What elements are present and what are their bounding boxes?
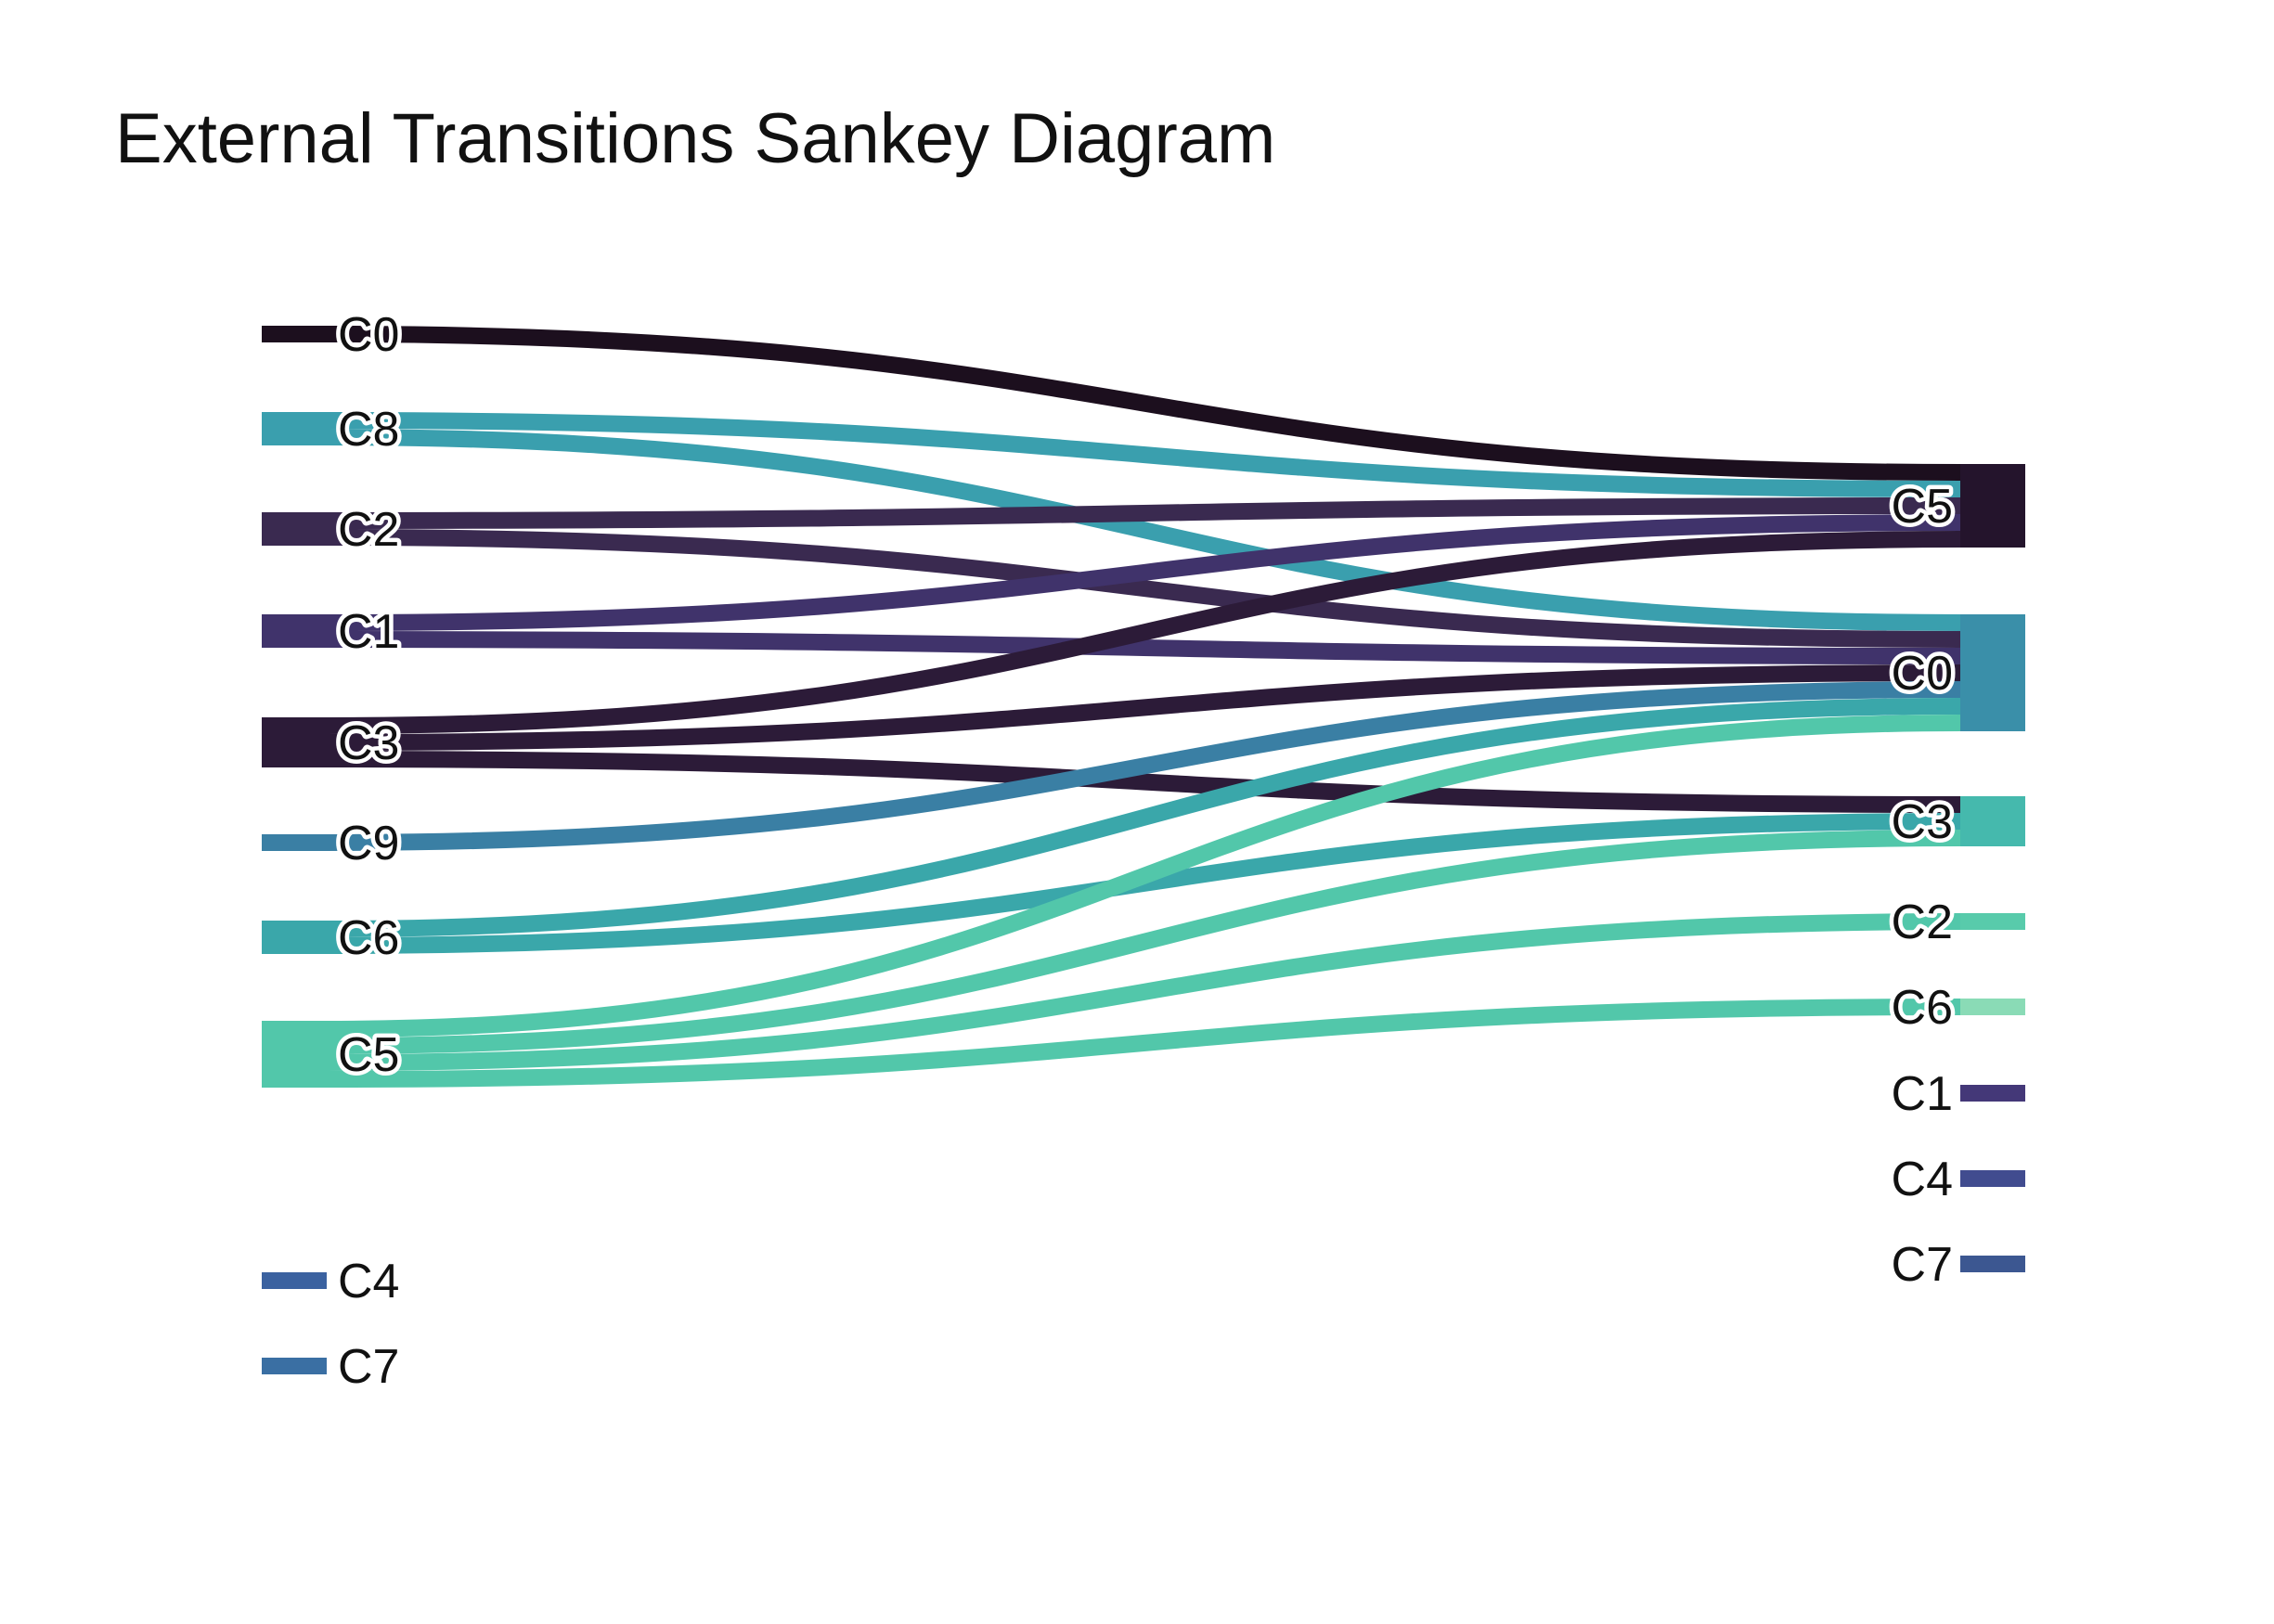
target-node-c0[interactable] xyxy=(1960,614,2025,731)
link-c9-to-c0 xyxy=(326,681,1961,851)
target-node-c3[interactable] xyxy=(1960,796,2025,846)
link-c1-to-c5 xyxy=(326,514,1961,631)
source-node-label-c9: C9 xyxy=(338,817,399,870)
source-node-c8[interactable] xyxy=(262,412,327,445)
source-node-c1[interactable] xyxy=(262,614,327,648)
source-node-c2[interactable] xyxy=(262,512,327,546)
target-node-label-c4: C4 xyxy=(1892,1153,1953,1206)
source-node-label-c3: C3 xyxy=(338,716,399,770)
target-node-label-c1: C1 xyxy=(1892,1067,1953,1121)
link-c5-to-c6 xyxy=(326,999,1961,1088)
source-node-label-c2: C2 xyxy=(338,503,399,557)
source-node-c6[interactable] xyxy=(262,921,327,954)
target-node-label-c3: C3 xyxy=(1892,795,1953,849)
source-node-label-c6: C6 xyxy=(338,911,399,965)
link-c3-to-c3 xyxy=(326,751,1961,813)
target-node-label-c5: C5 xyxy=(1892,480,1953,534)
link-c1-to-c0 xyxy=(326,631,1961,664)
link-c2-to-c5 xyxy=(326,497,1961,529)
link-c2-to-c0 xyxy=(326,529,1961,648)
link-c5-to-c3 xyxy=(326,830,1961,1054)
link-c6-to-c0 xyxy=(326,698,1961,937)
source-node-c5[interactable] xyxy=(262,1021,327,1088)
source-node-label-c0: C0 xyxy=(338,308,399,362)
target-node-label-c7: C7 xyxy=(1892,1238,1953,1292)
link-c3-to-c5 xyxy=(326,531,1961,734)
source-node-c4[interactable] xyxy=(262,1272,327,1289)
target-node-c1[interactable] xyxy=(1960,1085,2025,1102)
source-node-c7[interactable] xyxy=(262,1358,327,1374)
source-node-c0[interactable] xyxy=(262,326,327,342)
target-node-c5[interactable] xyxy=(1960,464,2025,548)
target-node-c2[interactable] xyxy=(1960,913,2025,930)
sankey-nodes xyxy=(262,326,2025,1374)
link-c0-to-c5 xyxy=(326,326,1961,481)
source-node-c3[interactable] xyxy=(262,717,327,767)
source-node-label-c7: C7 xyxy=(338,1340,399,1394)
target-node-c7[interactable] xyxy=(1960,1256,2025,1272)
link-c3-to-c0 xyxy=(326,664,1961,751)
source-node-label-c8: C8 xyxy=(338,403,399,457)
target-node-label-c6: C6 xyxy=(1892,981,1953,1035)
target-node-c6[interactable] xyxy=(1960,999,2025,1015)
link-c5-to-c0 xyxy=(326,715,1961,1038)
link-c8-to-c0 xyxy=(326,429,1961,631)
target-node-label-c0: C0 xyxy=(1892,647,1953,701)
source-node-label-c1: C1 xyxy=(338,605,399,659)
sankey-links xyxy=(326,326,1961,1088)
sankey-labels: C0 C8 C2 C1 C3 C9 C6 C5 C4 C7 C5 C0 C3 C2 C6 C1 C4 C7 xyxy=(334,304,1957,1398)
link-c8-to-c5 xyxy=(326,412,1961,497)
target-node-label-c2: C2 xyxy=(1892,896,1953,949)
target-node-c4[interactable] xyxy=(1960,1170,2025,1187)
source-node-c9[interactable] xyxy=(262,834,327,851)
chart-title: External Transitions Sankey Diagram xyxy=(115,99,1275,178)
link-c5-to-c2 xyxy=(326,913,1961,1071)
source-node-label-c5: C5 xyxy=(338,1028,399,1082)
source-node-label-c4: C4 xyxy=(338,1255,399,1308)
